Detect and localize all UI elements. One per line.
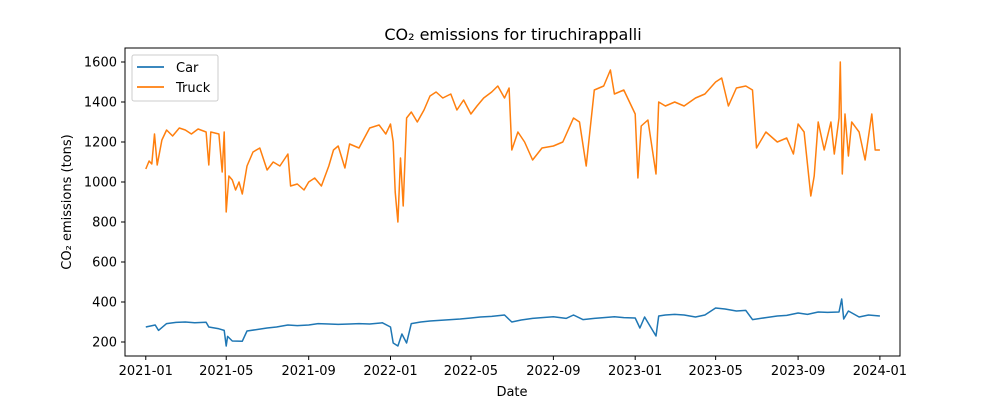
y-tick-label: 200 [92,336,117,351]
y-axis-title: CO₂ emissions (tons) [60,134,75,269]
x-tick-label: 2022-05 [444,364,498,379]
y-tick-label: 1600 [84,56,117,71]
y-tick-label: 800 [92,216,117,231]
series-line-car [145,298,880,347]
x-tick-label: 2022-01 [363,364,417,379]
y-tick-label: 600 [92,256,117,271]
x-tick-label: 2021-05 [199,364,253,379]
x-tick-label: 2023-01 [608,364,662,379]
x-tick-label: 2022-09 [526,364,580,379]
y-axis: 200 400 600 800 1000 1200 1400 1600 [84,56,125,351]
legend: Car Truck [131,54,219,102]
x-tick-label: 2023-09 [771,364,825,379]
x-axis-title: Date [496,385,527,400]
x-tick-label: 2021-09 [282,364,336,379]
x-tick-label: 2021-01 [119,364,173,379]
legend-label-truck: Truck [175,81,211,96]
x-tick-label: 2024-01 [853,364,907,379]
series-layer [145,61,880,347]
plot-area [124,47,901,357]
x-axis: 2021-01 2021-05 2021-09 2022-01 2022-05 2022-… [119,356,907,379]
chart-title: CO₂ emissions for tiruchirappalli [384,25,641,44]
y-tick-label: 1200 [84,136,117,151]
legend-label-car: Car [176,61,199,76]
y-tick-label: 400 [92,296,117,311]
y-tick-label: 1000 [84,176,117,191]
x-tick-label: 2023-05 [688,364,742,379]
y-tick-label: 1400 [84,96,117,111]
plot-frame [124,47,901,357]
series-line-truck [145,61,880,223]
